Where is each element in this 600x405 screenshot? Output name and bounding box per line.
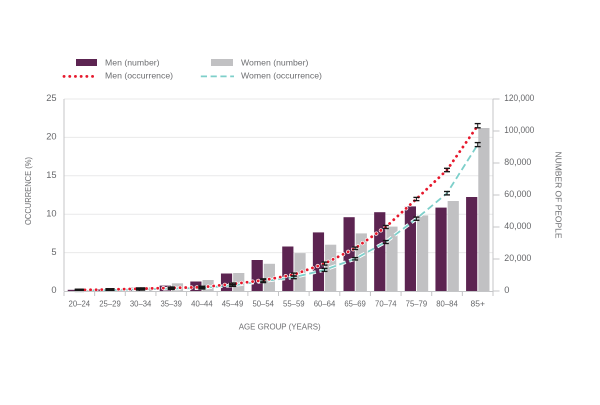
svg-text:40–44: 40–44 (191, 298, 213, 308)
svg-text:20–24: 20–24 (69, 298, 91, 308)
svg-text:85+: 85+ (470, 298, 484, 308)
svg-text:65–69: 65–69 (344, 298, 366, 308)
svg-text:60–64: 60–64 (314, 298, 336, 308)
svg-text:20: 20 (46, 132, 56, 142)
svg-text:Men (number): Men (number) (105, 58, 160, 68)
svg-text:80–84: 80–84 (436, 298, 458, 308)
svg-text:40,000: 40,000 (504, 221, 531, 231)
svg-text:0: 0 (51, 285, 56, 295)
svg-text:0: 0 (504, 285, 509, 295)
svg-text:OCCURRENCE (%): OCCURRENCE (%) (23, 157, 33, 225)
svg-text:15: 15 (46, 170, 56, 180)
svg-text:80,000: 80,000 (504, 157, 531, 167)
svg-text:35–39: 35–39 (160, 298, 182, 308)
svg-text:25–29: 25–29 (99, 298, 121, 308)
svg-text:Women (occurrence): Women (occurrence) (241, 71, 322, 81)
svg-text:20,000: 20,000 (504, 253, 531, 263)
svg-text:10: 10 (46, 208, 56, 218)
svg-text:55–59: 55–59 (283, 298, 305, 308)
svg-text:AGE GROUP (YEARS): AGE GROUP (YEARS) (239, 322, 321, 332)
svg-text:25: 25 (46, 93, 56, 103)
svg-text:60,000: 60,000 (504, 189, 531, 199)
svg-text:45–49: 45–49 (222, 298, 244, 308)
svg-text:30–34: 30–34 (130, 298, 152, 308)
svg-text:75–79: 75–79 (406, 298, 428, 308)
svg-text:50–54: 50–54 (252, 298, 274, 308)
svg-text:5: 5 (51, 247, 56, 257)
svg-text:NUMBER OF PEOPLE: NUMBER OF PEOPLE (554, 152, 564, 239)
svg-text:70–74: 70–74 (375, 298, 397, 308)
svg-text:100,000: 100,000 (504, 125, 534, 135)
svg-text:Women (number): Women (number) (241, 58, 309, 68)
svg-text:Men (occurrence): Men (occurrence) (105, 71, 173, 81)
svg-text:120,000: 120,000 (504, 93, 534, 103)
